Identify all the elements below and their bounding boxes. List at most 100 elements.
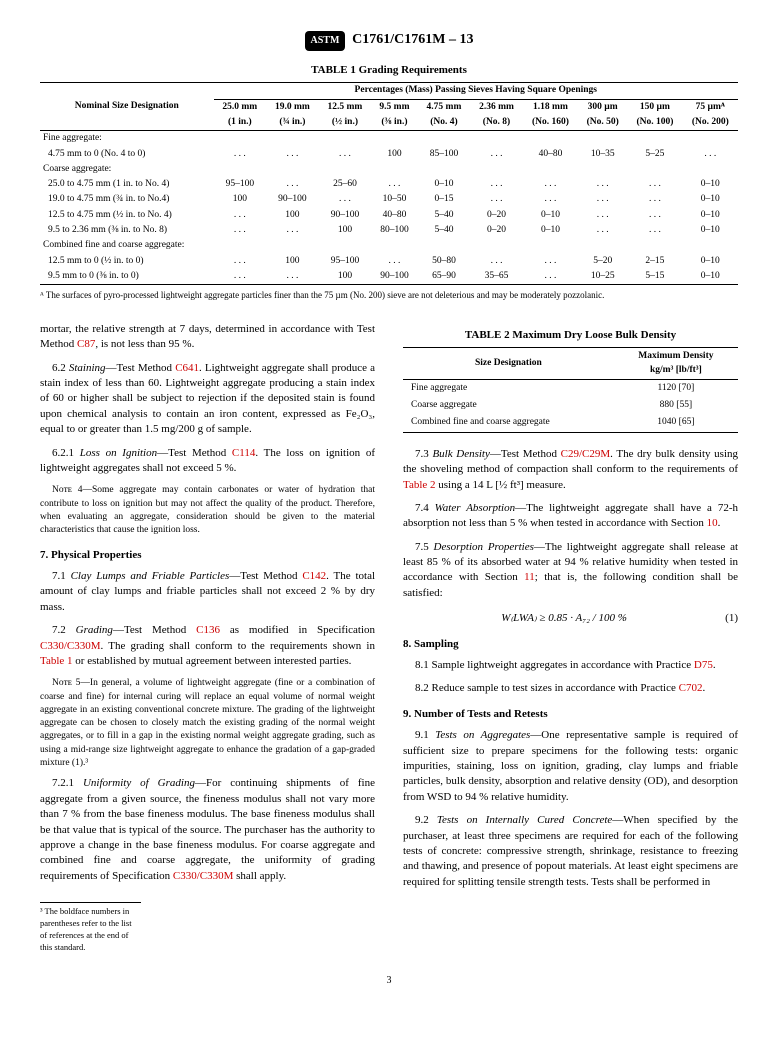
t1-cell: 90–100 [319,208,372,223]
s621: 6.2.1 Loss on Ignition—Test Method C114.… [40,446,375,477]
astm-logo: ASTM [305,31,346,51]
t1-cell: 80–100 [371,223,417,238]
t2-c1: Size Designation [403,348,614,380]
t1-cell: . . . [523,269,578,285]
t1-cell: 0–10 [683,192,738,207]
t1-nominal-hd: Nominal Size Designation [40,83,214,131]
t1-col-hd: 300 µm [578,99,627,115]
t1-row-label: 19.0 to 4.75 mm (¾ in. to No.4) [40,192,214,207]
t1-col-hd: 75 µmᴬ [683,99,738,115]
t1-col-hd: 150 µm [627,99,682,115]
note4: Nᴏᴛᴇ 4—Some aggregate may contain carbon… [40,484,375,537]
t1-cell: . . . [266,177,319,192]
t1-cell: 0–10 [683,208,738,223]
t1-cell: . . . [214,208,267,223]
t1-row-label: 9.5 mm to 0 (⅜ in. to 0) [40,269,214,285]
t1-col-sub: (⅜ in.) [371,115,417,131]
t1-cell: . . . [266,269,319,285]
s71: 7.1 Clay Lumps and Friable Particles—Tes… [40,569,375,615]
t1-col-sub: (½ in.) [319,115,372,131]
t1-cell: 100 [214,192,267,207]
t1-cell: . . . [319,192,372,207]
t1-cell: . . . [470,177,523,192]
t1-cell: . . . [578,223,627,238]
t1-cell: . . . [214,147,267,162]
table2: Size DesignationMaximum Densitykg/m³ [lb… [403,347,738,432]
t1-cell: 10–25 [578,269,627,285]
t1-cell: . . . [523,192,578,207]
t1-cell: 10–50 [371,192,417,207]
s92: 9.2 Tests on Internally Cured Concrete—W… [403,813,738,890]
t1-row-label: 9.5 to 2.36 mm (⅜ in. to No. 8) [40,223,214,238]
t1-col-sub: (No. 100) [627,115,682,131]
t1-cell: 100 [319,269,372,285]
s91: 9.1 Tests on Aggregates—One representati… [403,728,738,805]
t1-cell: 0–10 [523,208,578,223]
table1: Nominal Size Designation Percentages (Ma… [40,82,738,285]
t1-cell: . . . [319,147,372,162]
t1-cell: . . . [578,177,627,192]
t1-cell: 0–15 [418,192,471,207]
t2-c2: Maximum Densitykg/m³ [lb/ft³] [614,348,738,380]
t1-cell: 85–100 [418,147,471,162]
t1-col-sub: (¾ in.) [266,115,319,131]
doc-number: C1761/C1761M – 13 [352,32,473,47]
t1-cell: . . . [470,192,523,207]
t1-group: Coarse aggregate: [40,162,738,177]
t1-col-sub: (No. 4) [418,115,471,131]
t2-val: 1120 [70] [614,379,738,397]
t1-cell: . . . [683,147,738,162]
t1-cell: 5–40 [418,223,471,238]
t1-col-sub: (No. 8) [470,115,523,131]
t1-col-hd: 12.5 mm [319,99,372,115]
table1-footnote: ᴬ The surfaces of pyro-processed lightwe… [40,289,738,302]
footnote3: ³ The boldface numbers in parentheses re… [40,902,141,954]
t1-cell: . . . [523,177,578,192]
t1-cell: . . . [627,208,682,223]
t1-cell: 95–100 [214,177,267,192]
s75: 7.5 Desorption Properties—The lightweigh… [403,540,738,602]
t1-cell: . . . [214,254,267,269]
t1-cell: 0–10 [418,177,471,192]
t1-cell: 100 [371,147,417,162]
s74: 7.4 Water Absorption—The lightweight agg… [403,501,738,532]
t1-col-hd: 25.0 mm [214,99,267,115]
t1-cell: 5–20 [578,254,627,269]
h8: 8. Sampling [403,637,738,652]
t1-cell: 10–35 [578,147,627,162]
t1-col-hd: 2.36 mm [470,99,523,115]
t1-cell: 100 [319,223,372,238]
table2-title: TABLE 2 Maximum Dry Loose Bulk Density [403,328,738,343]
t1-cell: . . . [214,269,267,285]
equation1: W₍LWA₎ ≥ 0.85 · A₇₂ / 100 %(1) [403,611,738,626]
t1-cell: . . . [627,192,682,207]
t1-cell: 0–10 [683,223,738,238]
s81: 8.1 Sample lightweight aggregates in acc… [403,658,738,673]
t1-cell: 2–15 [627,254,682,269]
h9: 9. Number of Tests and Retests [403,707,738,722]
t1-cell: 65–90 [418,269,471,285]
t1-cell: . . . [578,192,627,207]
t1-col-hd: 4.75 mm [418,99,471,115]
t1-row-label: 25.0 to 4.75 mm (1 in. to No. 4) [40,177,214,192]
t1-cell: . . . [627,223,682,238]
s62: 6.2 Staining—Test Method C641. Lightweig… [40,361,375,438]
table1-title: TABLE 1 Grading Requirements [40,63,738,78]
t1-cell: . . . [266,147,319,162]
t2-label: Coarse aggregate [403,397,614,414]
t1-cell: 40–80 [371,208,417,223]
t1-cell: . . . [214,223,267,238]
s72: 7.2 Grading—Test Method C136 as modified… [40,623,375,669]
t1-cell: . . . [627,177,682,192]
t1-cell: 5–40 [418,208,471,223]
t1-cell: 5–25 [627,147,682,162]
t1-cell: . . . [470,254,523,269]
p-mortar: mortar, the relative strength at 7 days,… [40,322,375,353]
t1-cell: . . . [523,254,578,269]
t1-supheader: Percentages (Mass) Passing Sieves Having… [214,83,738,99]
t1-cell: 100 [266,208,319,223]
h7: 7. Physical Properties [40,548,375,563]
t1-cell: 0–10 [683,269,738,285]
t2-label: Fine aggregate [403,379,614,397]
t1-cell: 0–10 [683,254,738,269]
